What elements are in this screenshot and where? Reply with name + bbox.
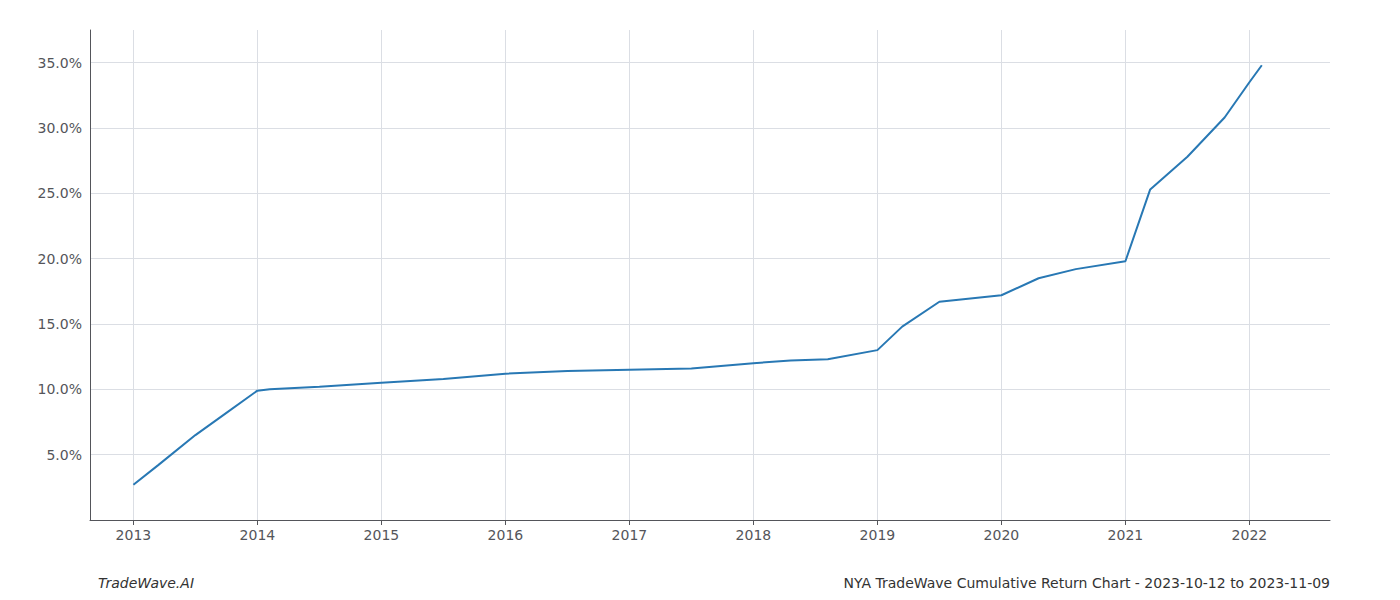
svg-text:2021: 2021 bbox=[1108, 527, 1144, 543]
svg-text:2020: 2020 bbox=[984, 527, 1020, 543]
svg-text:10.0%: 10.0% bbox=[38, 381, 82, 397]
svg-text:2017: 2017 bbox=[612, 527, 648, 543]
svg-text:35.0%: 35.0% bbox=[38, 55, 82, 71]
svg-text:TradeWave.AI: TradeWave.AI bbox=[98, 575, 194, 591]
svg-text:2013: 2013 bbox=[116, 527, 152, 543]
svg-text:2014: 2014 bbox=[240, 527, 276, 543]
svg-text:30.0%: 30.0% bbox=[38, 120, 82, 136]
svg-text:15.0%: 15.0% bbox=[38, 316, 82, 332]
svg-text:20.0%: 20.0% bbox=[38, 251, 82, 267]
svg-text:2016: 2016 bbox=[488, 527, 524, 543]
svg-text:5.0%: 5.0% bbox=[46, 447, 82, 463]
svg-text:2019: 2019 bbox=[860, 527, 896, 543]
svg-text:25.0%: 25.0% bbox=[38, 185, 82, 201]
svg-text:2015: 2015 bbox=[364, 527, 400, 543]
svg-text:2018: 2018 bbox=[736, 527, 772, 543]
svg-text:NYA TradeWave Cumulative Retur: NYA TradeWave Cumulative Return Chart - … bbox=[843, 575, 1330, 591]
svg-text:2022: 2022 bbox=[1232, 527, 1268, 543]
